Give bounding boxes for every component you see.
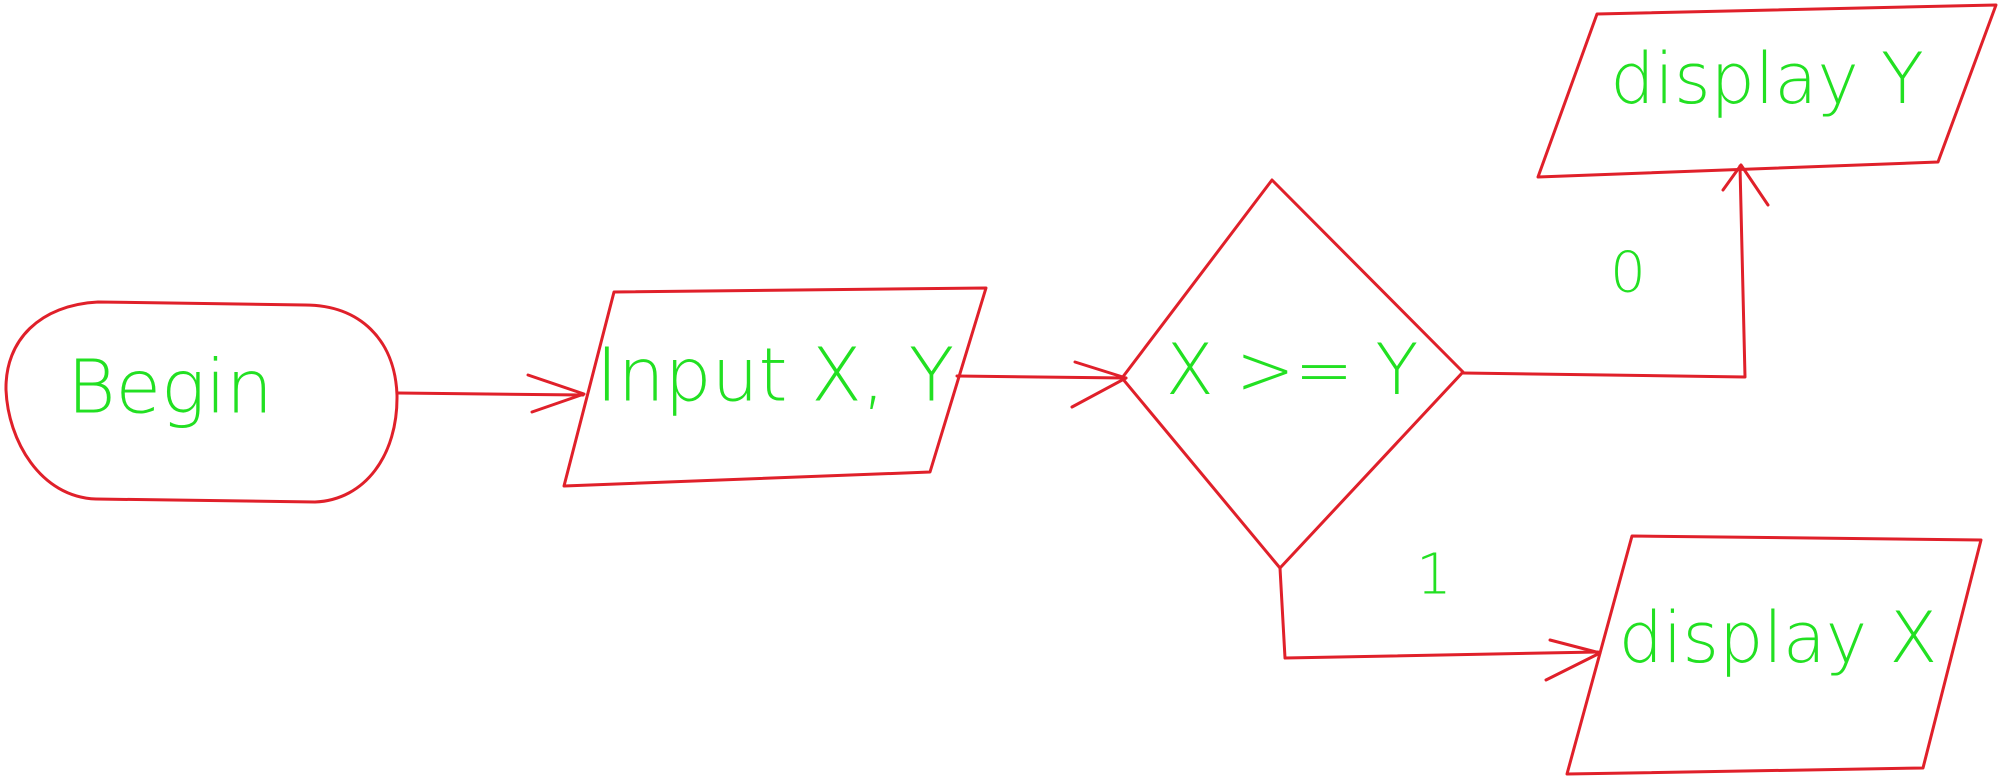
begin-to-input-line [396, 391, 585, 397]
display-x-node: display X [1565, 534, 1983, 776]
decision-label: X >= Y [1166, 329, 1419, 411]
decision-to-display-y-line [1461, 164, 1747, 379]
branch-label-one: 1 [1416, 542, 1452, 607]
display-y-node: display Y [1536, 3, 1998, 179]
decision-to-display-x-arrow: 1 [1278, 542, 1602, 682]
decision-node: X >= Y [1120, 178, 1465, 570]
display-x-label: display X [1619, 597, 1938, 679]
begin-to-input-arrowhead [526, 373, 586, 414]
display-y-node-outline [1536, 3, 1998, 179]
decision-to-display-x-arrowhead [1544, 638, 1602, 682]
decision-to-display-x-line [1278, 566, 1600, 660]
input-node: Input X, Y [562, 286, 988, 488]
input-to-decision-arrow [955, 360, 1128, 409]
begin-node-outline [4, 300, 399, 504]
begin-label: Begin [67, 345, 273, 431]
branch-label-zero: 0 [1610, 240, 1646, 305]
decision-to-display-y-arrowhead [1721, 163, 1770, 207]
decision-to-display-y-arrow: 0 [1461, 163, 1770, 379]
input-label: Input X, Y [596, 333, 954, 419]
input-to-decision-line [955, 374, 1128, 380]
display-y-label: display Y [1610, 38, 1924, 120]
display-x-node-outline [1565, 534, 1983, 776]
begin-node: Begin [4, 300, 399, 504]
begin-to-input-arrow [396, 373, 586, 414]
input-node-outline [562, 286, 988, 488]
input-to-decision-arrowhead [1070, 360, 1128, 409]
